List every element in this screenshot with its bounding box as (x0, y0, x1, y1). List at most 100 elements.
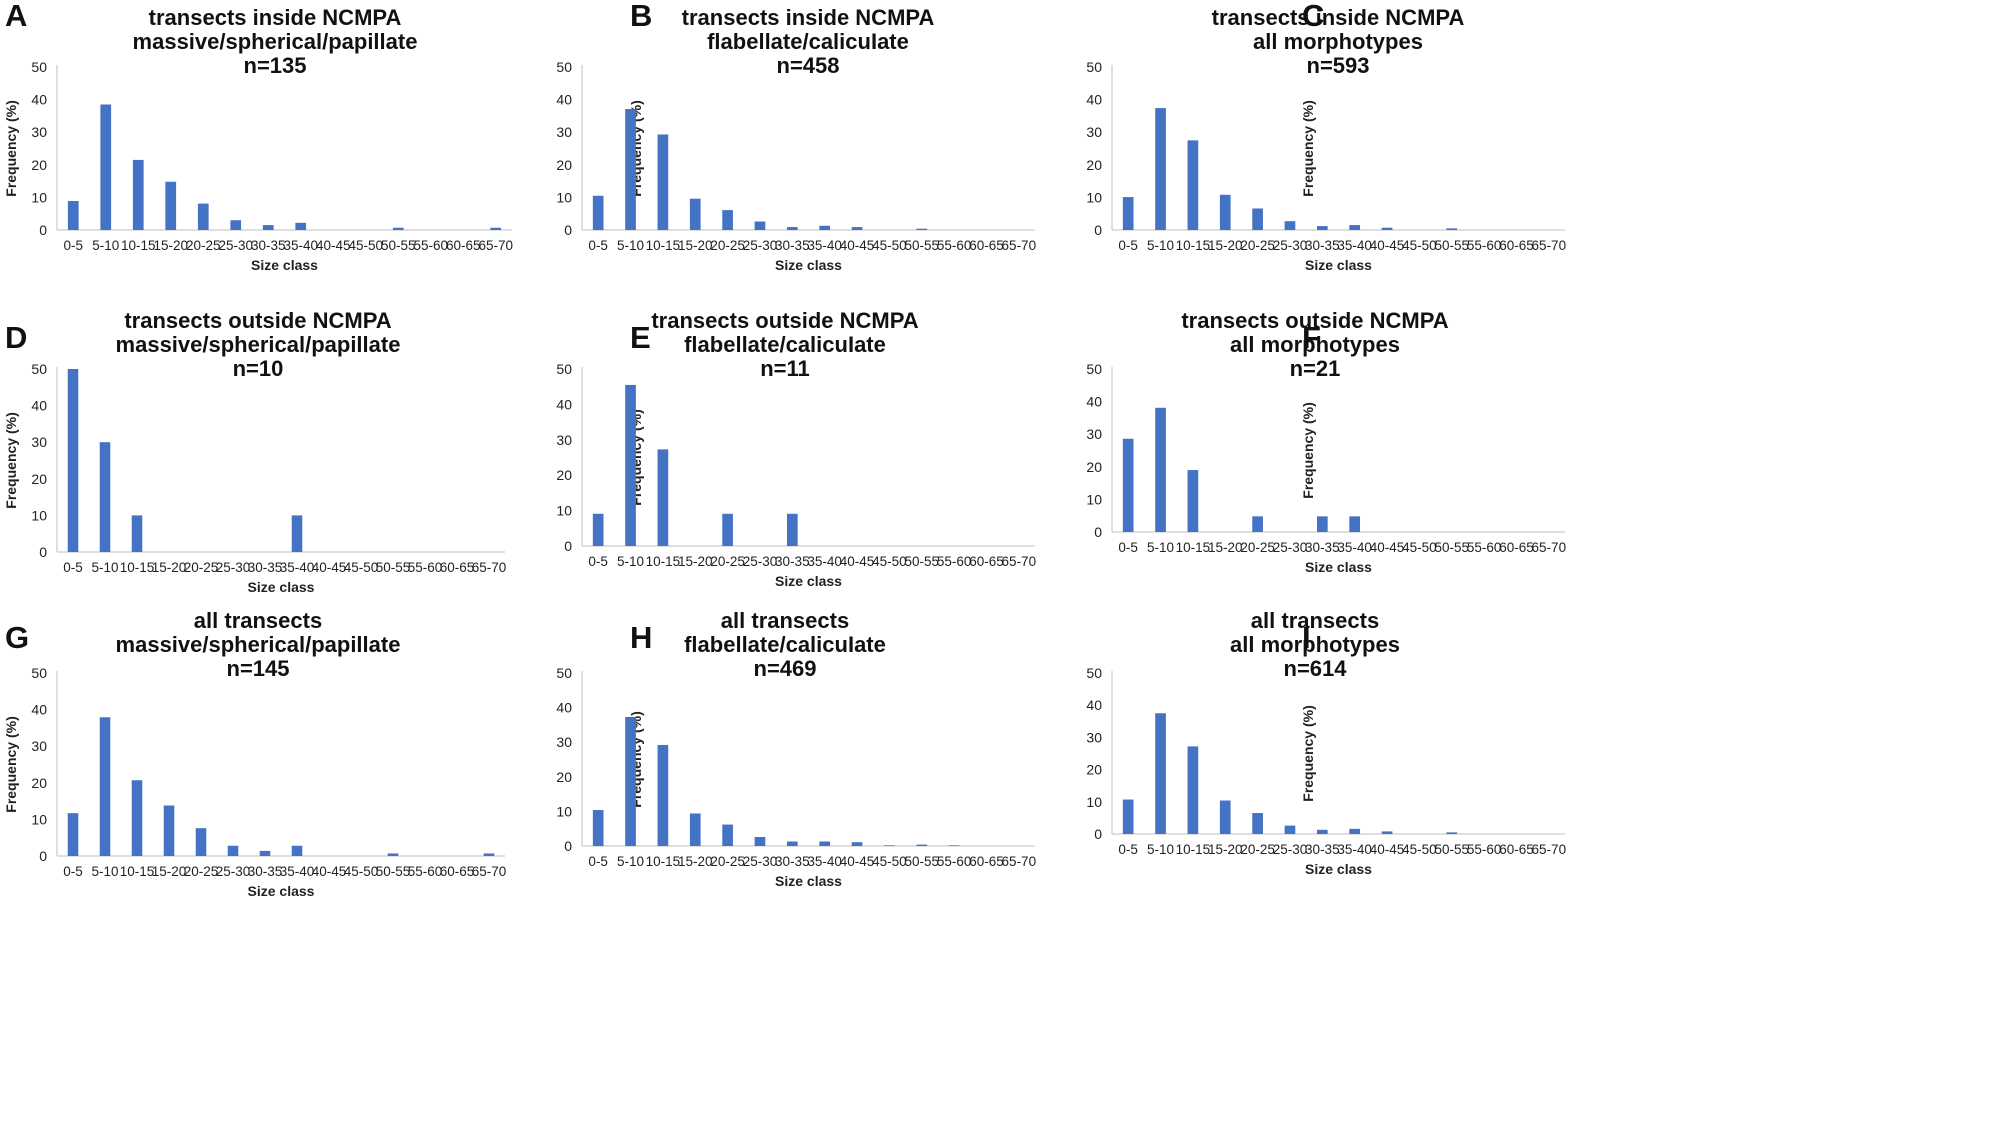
x-tick-label-c: 35-40 (1337, 238, 1372, 253)
bar-f-30-35 (1316, 516, 1328, 532)
x-tick-label-a: 55-60 (413, 238, 448, 253)
bar-d-5-10 (99, 442, 111, 552)
x-tick-label-d: 40-45 (312, 560, 347, 575)
x-tick-label-e: 0-5 (588, 554, 608, 569)
bar-b-35-40 (819, 225, 831, 230)
x-tick-label-c: 30-35 (1305, 238, 1340, 253)
x-tick-label-b: 45-50 (872, 238, 907, 253)
bar-g-10-15 (131, 780, 143, 856)
x-tick-label-g: 10-15 (120, 864, 155, 879)
x-tick-label-a: 15-20 (153, 238, 188, 253)
bar-g-5-10 (99, 717, 111, 856)
y-tick-label-g: 0 (39, 848, 47, 864)
x-tick-label-f: 50-55 (1434, 540, 1469, 555)
x-tick-label-g: 0-5 (63, 864, 83, 879)
bar-c-25-30 (1284, 221, 1296, 230)
x-tick-label-h: 15-20 (678, 854, 713, 869)
y-tick-label-e: 30 (556, 432, 572, 448)
chart-title-line-3-c: n=593 (1307, 53, 1370, 78)
bar-c-40-45 (1381, 227, 1393, 230)
y-tick-label-e: 50 (556, 361, 572, 377)
y-tick-label-c: 20 (1086, 157, 1102, 173)
x-tick-label-h: 45-50 (872, 854, 907, 869)
bar-i-25-30 (1284, 825, 1296, 834)
x-tick-label-b: 15-20 (678, 238, 713, 253)
y-tick-label-d: 30 (31, 434, 47, 450)
chart-title-line-3-f: n=21 (1290, 356, 1341, 381)
bar-b-20-25 (722, 210, 733, 230)
x-tick-label-i: 50-55 (1434, 842, 1469, 857)
x-tick-label-h: 0-5 (588, 854, 608, 869)
x-tick-label-b: 25-30 (743, 238, 778, 253)
chart-title-line-2-e: flabellate/calicuIate (684, 332, 886, 357)
chart-title-line-2-g: massive/spherical/papillate (116, 632, 401, 657)
x-tick-label-h: 50-55 (904, 854, 939, 869)
x-tick-label-g: 35-40 (280, 864, 315, 879)
bar-i-15-20 (1219, 800, 1231, 834)
x-tick-label-e: 25-30 (743, 554, 778, 569)
x-tick-label-d: 5-10 (91, 560, 118, 575)
x-tick-label-e: 5-10 (617, 554, 644, 569)
y-tick-label-b: 30 (556, 124, 572, 140)
x-tick-label-i: 55-60 (1467, 842, 1502, 857)
x-tick-label-a: 65-70 (478, 238, 513, 253)
x-axis-title-b: Size class (775, 257, 842, 273)
x-tick-label-c: 65-70 (1532, 238, 1567, 253)
chart-title-line-3-b: n=458 (777, 53, 840, 78)
x-tick-label-e: 65-70 (1002, 554, 1037, 569)
x-tick-label-a: 35-40 (283, 238, 318, 253)
chart-title-line-3-a: n=135 (244, 53, 307, 78)
panel-letter-b: B (630, 0, 652, 33)
chart-title-line-1-f: transects outside NCMPA (1181, 308, 1448, 333)
bar-h-50-55 (916, 844, 928, 846)
bar-i-35-40 (1349, 828, 1361, 834)
bar-g-65-70 (483, 853, 495, 856)
chart-title-line-3-i: n=614 (1284, 656, 1348, 681)
bar-b-25-30 (754, 221, 766, 230)
bar-b-50-55 (916, 228, 928, 230)
x-axis-title-d: Size class (248, 579, 315, 595)
y-tick-label-e: 10 (556, 503, 572, 519)
y-tick-label-g: 10 (31, 811, 47, 827)
bar-h-5-10 (625, 716, 636, 846)
bar-h-20-25 (722, 824, 733, 846)
x-tick-label-d: 45-50 (344, 560, 379, 575)
y-tick-label-i: 30 (1086, 729, 1102, 745)
y-tick-label-b: 50 (556, 59, 572, 75)
x-tick-label-b: 50-55 (904, 238, 939, 253)
x-tick-label-i: 40-45 (1370, 842, 1405, 857)
bar-f-5-10 (1155, 407, 1166, 532)
x-tick-label-c: 0-5 (1118, 238, 1138, 253)
y-tick-label-d: 40 (31, 398, 47, 414)
y-axis-title-a: Frequency (%) (3, 100, 19, 196)
x-tick-label-b: 20-25 (710, 238, 745, 253)
x-tick-label-i: 45-50 (1402, 842, 1437, 857)
x-tick-label-c: 25-30 (1273, 238, 1308, 253)
x-tick-label-b: 30-35 (775, 238, 810, 253)
bar-e-20-25 (722, 513, 733, 546)
panel-letter-d: D (5, 320, 27, 355)
x-tick-label-a: 10-15 (121, 238, 156, 253)
bar-i-10-15 (1187, 746, 1199, 834)
x-tick-label-a: 30-35 (251, 238, 286, 253)
x-tick-label-h: 40-45 (840, 854, 875, 869)
x-tick-label-d: 65-70 (472, 560, 507, 575)
y-tick-label-h: 50 (556, 665, 572, 681)
x-tick-label-g: 55-60 (408, 864, 443, 879)
x-tick-label-d: 15-20 (152, 560, 187, 575)
x-tick-label-d: 55-60 (408, 560, 443, 575)
x-axis-title-c: Size class (1305, 257, 1372, 273)
chart-title-line-2-h: flabellate/calicuIate (684, 632, 886, 657)
x-axis-title-a: Size class (251, 257, 318, 273)
x-tick-label-c: 5-10 (1147, 238, 1174, 253)
x-tick-label-a: 0-5 (63, 238, 83, 253)
x-tick-label-i: 5-10 (1147, 842, 1174, 857)
bar-a-20-25 (197, 203, 209, 230)
bar-d-0-5 (67, 369, 79, 552)
y-tick-label-b: 10 (556, 189, 572, 205)
y-tick-label-c: 30 (1086, 124, 1102, 140)
bar-d-10-15 (131, 515, 143, 552)
